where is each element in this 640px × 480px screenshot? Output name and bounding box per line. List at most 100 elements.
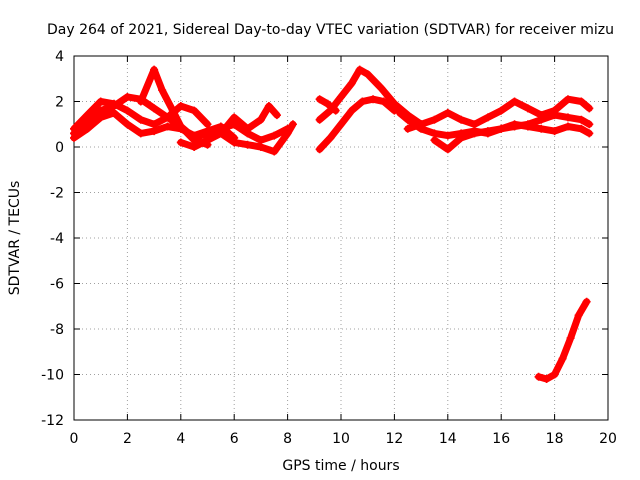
data-point — [347, 106, 356, 115]
data-point — [390, 99, 399, 108]
data-point — [577, 97, 586, 106]
data-point — [136, 129, 145, 138]
series-trace-7 — [315, 95, 399, 154]
data-point — [457, 115, 466, 124]
x-axis-label: GPS time / hours — [282, 458, 399, 474]
data-point — [315, 95, 324, 104]
data-point — [537, 124, 546, 133]
data-point — [358, 97, 367, 106]
data-point — [83, 120, 92, 129]
data-point — [550, 127, 559, 136]
x-tick-label: 14 — [439, 431, 457, 447]
data-point — [216, 129, 225, 138]
data-point — [190, 143, 199, 151]
data-point — [355, 65, 364, 74]
x-tick-label: 0 — [70, 431, 79, 447]
x-tick-label: 6 — [230, 431, 239, 447]
y-tick-label: -6 — [50, 277, 64, 293]
data-point — [470, 120, 479, 129]
data-point — [256, 115, 265, 124]
data-point — [542, 375, 551, 384]
data-point — [136, 97, 145, 106]
data-point — [256, 143, 265, 151]
data-point — [379, 97, 388, 106]
data-point — [577, 124, 586, 133]
data-point — [523, 120, 532, 129]
data-point — [243, 124, 252, 133]
x-tick-label: 4 — [176, 431, 185, 447]
data-point — [337, 120, 345, 129]
data-point — [363, 70, 372, 79]
data-point — [369, 95, 378, 104]
data-point — [190, 106, 199, 115]
data-point — [168, 106, 177, 115]
data-point — [430, 129, 439, 138]
data-point — [176, 122, 185, 131]
data-point — [347, 79, 356, 88]
data-point — [523, 104, 532, 113]
data-point — [315, 145, 324, 154]
data-point — [230, 113, 239, 122]
data-point — [497, 106, 506, 115]
y-tick-label: -2 — [50, 186, 64, 202]
data-point — [566, 334, 575, 343]
data-point — [283, 129, 292, 138]
data-point — [577, 115, 586, 124]
data-point — [457, 133, 466, 142]
data-point — [123, 106, 132, 115]
data-point — [163, 122, 172, 131]
x-tick-label: 20 — [599, 431, 617, 447]
data-point — [550, 370, 559, 379]
data-point — [230, 138, 239, 147]
data-point — [70, 129, 78, 138]
data-point — [270, 147, 279, 156]
data-point — [96, 97, 105, 106]
data-point — [537, 115, 546, 124]
data-point — [288, 120, 297, 129]
data-point — [326, 133, 335, 142]
data-point — [150, 65, 159, 74]
data-point — [430, 136, 439, 145]
data-point — [483, 127, 492, 136]
data-point — [497, 124, 506, 133]
series-trace-5 — [176, 102, 281, 151]
data-point — [256, 136, 265, 145]
data-point — [203, 129, 212, 138]
data-point — [331, 106, 340, 115]
data-point — [510, 122, 519, 131]
x-tick-label: 8 — [283, 431, 292, 447]
data-point — [550, 111, 559, 120]
data-point — [563, 95, 572, 104]
data-point — [163, 113, 172, 122]
series-line — [316, 66, 425, 128]
data-point — [558, 354, 567, 363]
data-point — [403, 124, 412, 133]
y-tick-label: -10 — [41, 368, 64, 384]
y-tick-label: -8 — [50, 322, 64, 338]
data-point — [150, 104, 159, 113]
data-point — [110, 102, 119, 111]
data-point — [110, 108, 119, 117]
data-point — [323, 99, 332, 108]
y-tick-label: -4 — [50, 231, 64, 247]
data-point — [534, 372, 543, 381]
y-tick-label: 0 — [55, 140, 64, 156]
data-point — [443, 131, 452, 140]
data-point — [377, 83, 386, 92]
data-point — [176, 138, 185, 147]
data-point — [176, 102, 185, 111]
data-series — [70, 65, 594, 384]
data-point — [270, 131, 279, 140]
y-tick-label: 2 — [55, 95, 64, 111]
data-point — [585, 120, 594, 129]
x-tick-label: 2 — [123, 431, 132, 447]
y-tick-label: 4 — [55, 49, 64, 65]
series-trace-6 — [216, 120, 297, 156]
data-point — [203, 136, 212, 145]
data-point — [123, 92, 132, 101]
data-point — [158, 86, 167, 95]
y-tick-label: -12 — [41, 413, 64, 429]
data-point — [443, 145, 452, 154]
